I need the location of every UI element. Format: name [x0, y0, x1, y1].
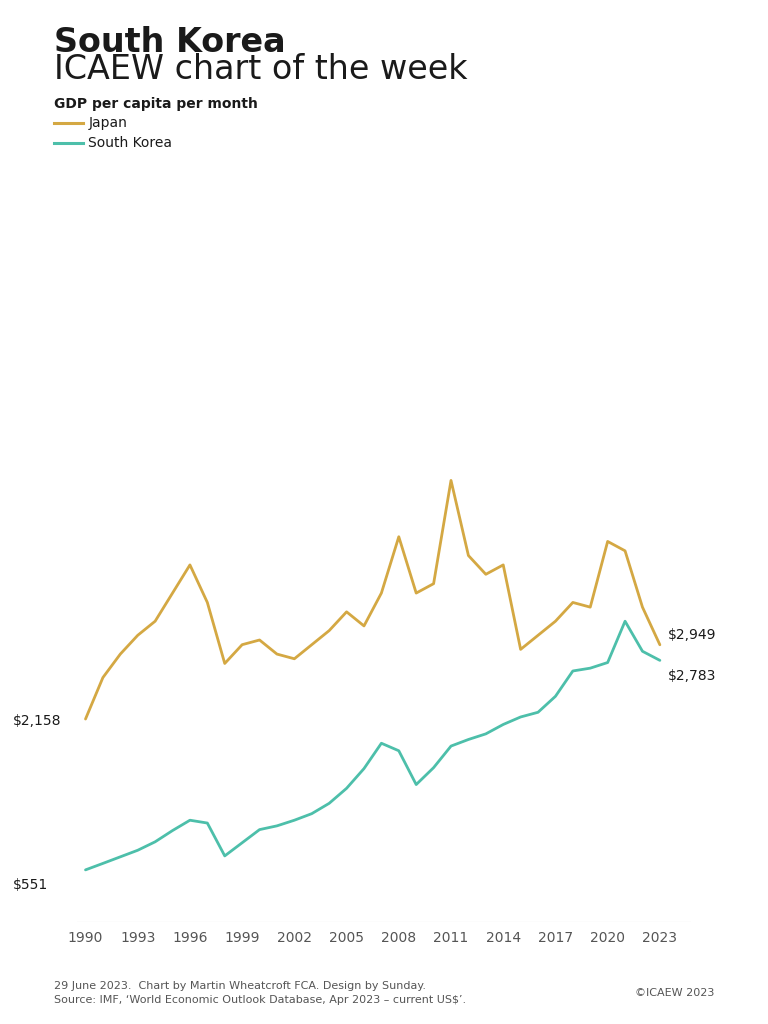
Text: South Korea: South Korea — [88, 136, 172, 151]
Text: $2,949: $2,949 — [668, 629, 717, 642]
Text: ICAEW chart of the week: ICAEW chart of the week — [54, 53, 467, 86]
Text: South Korea: South Korea — [54, 26, 286, 58]
Text: GDP per capita per month: GDP per capita per month — [54, 97, 257, 112]
Text: Japan: Japan — [88, 116, 127, 130]
Text: $551: $551 — [13, 879, 48, 892]
Text: $2,783: $2,783 — [668, 669, 717, 683]
Text: ©ICAEW 2023: ©ICAEW 2023 — [635, 988, 714, 998]
Text: $2,158: $2,158 — [13, 714, 61, 728]
Text: 29 June 2023.  Chart by Martin Wheatcroft FCA. Design by Sunday.: 29 June 2023. Chart by Martin Wheatcroft… — [54, 981, 425, 991]
Text: Source: IMF, ‘World Economic Outlook Database, Apr 2023 – current US$’.: Source: IMF, ‘World Economic Outlook Dat… — [54, 995, 466, 1006]
